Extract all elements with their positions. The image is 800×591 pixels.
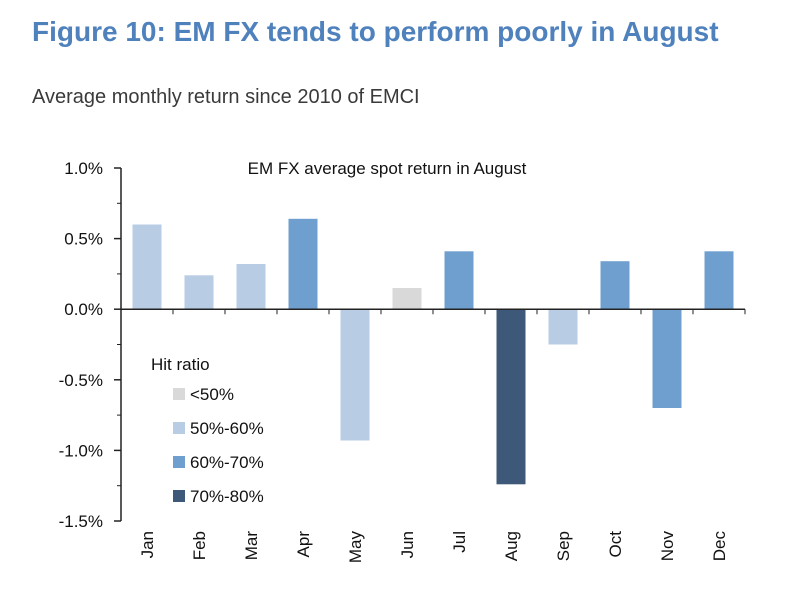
bars-layer [132,218,734,485]
x-tick-label: Mar [242,531,261,561]
x-tick-label: Dec [710,531,729,562]
bar-may [340,309,370,441]
bar-jun [392,288,422,310]
bar-apr [288,218,318,310]
figure-title: Figure 10: EM FX tends to perform poorly… [32,16,719,47]
x-tick-label: May [346,531,365,564]
bar-aug [496,309,526,485]
legend-swatch [173,388,185,400]
x-tick-label: Aug [502,531,521,561]
y-tick-label: -1.5% [59,512,103,531]
x-tick-label: Feb [190,531,209,560]
bar-jul [444,251,474,310]
x-tick-label: Jan [138,531,157,558]
x-axis: Jan Feb Mar Apr May Jun Jul Aug Sep Oct Nov Dec [120,308,746,564]
bar-jan [132,224,162,310]
y-axis: 1.0% 0.5% 0.0% -0.5% -1.0% -1.5% [59,159,122,531]
figure-subtitle: Average monthly return since 2010 of EMC… [32,86,420,108]
y-tick-label: 1.0% [64,159,103,178]
y-tick-label: 0.5% [64,230,103,249]
y-tick-label: -1.0% [59,441,103,460]
x-tick-label: Jul [450,531,469,553]
bar-dec [704,251,734,310]
legend: Hit ratio <50% 50%-60% 60%-70% 70%-80% [151,355,264,506]
bar-feb [184,275,214,310]
legend-label: 60%-70% [190,453,264,472]
chart-title: EM FX average spot return in August [248,159,527,178]
x-tick-label: Nov [658,531,677,562]
legend-swatch [173,490,185,502]
bar-mar [236,264,266,310]
bar-oct [600,261,630,310]
y-tick-label: -0.5% [59,371,103,390]
legend-swatch [173,456,185,468]
bar-nov [652,309,682,408]
legend-label: 50%-60% [190,419,264,438]
x-tick-label: Apr [294,531,313,558]
x-tick-label: Jun [398,531,417,558]
legend-label: <50% [190,385,234,404]
legend-label: 70%-80% [190,487,264,506]
x-tick-label: Oct [606,531,625,558]
bar-sep [548,309,578,345]
x-tick-label: Sep [554,531,573,561]
y-tick-label: 0.0% [64,300,103,319]
legend-swatch [173,422,185,434]
legend-title: Hit ratio [151,355,210,374]
